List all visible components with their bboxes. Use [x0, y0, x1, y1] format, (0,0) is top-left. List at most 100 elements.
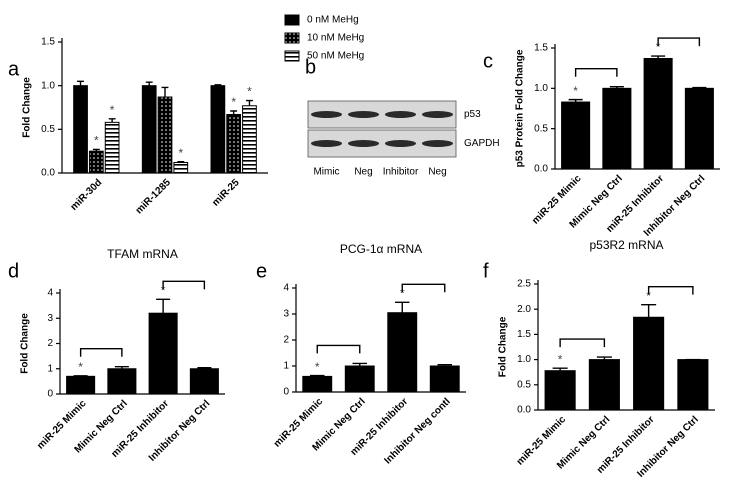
x-tick-label: miR-30d [69, 177, 105, 213]
bar [66, 375, 96, 395]
legend-label: 10 nM MeHg [307, 33, 364, 44]
y-tick-label: 1 [47, 363, 53, 374]
blot-band [384, 140, 417, 147]
blot-lane-label: Mimic [313, 167, 339, 178]
error-bar [77, 80, 84, 86]
error-bar [197, 367, 212, 369]
error-bar [214, 84, 222, 86]
panel-letter: d [8, 260, 19, 282]
error-bar [145, 81, 153, 86]
y-axis-label: Fold Change [20, 313, 31, 374]
error-bar [114, 366, 129, 369]
significance-star: * [78, 360, 83, 374]
error-bar [92, 148, 100, 152]
significance-star: * [94, 134, 99, 148]
panel-letter: a [8, 58, 20, 80]
bar [684, 87, 714, 170]
y-tick-label: 2 [47, 338, 53, 349]
significance-star: * [315, 360, 320, 374]
blot-lane-label: Neg [428, 167, 446, 178]
y-tick-label: 0.0 [41, 168, 55, 179]
bar [157, 96, 173, 174]
blot-band [421, 140, 454, 147]
comparison-bracket [574, 68, 618, 77]
y-tick-label: 0 [47, 389, 53, 400]
y-tick-label: 1.0 [41, 80, 55, 91]
bar [344, 365, 375, 393]
y-axis-label: Fold Change [498, 316, 509, 377]
bar [173, 162, 189, 174]
y-tick-label: 1.0 [517, 354, 531, 365]
significance-star: * [646, 289, 651, 303]
legend-label: 0 nM MeHg [307, 15, 359, 26]
blot-lane-label: Neg [354, 167, 372, 178]
blot-band [347, 140, 380, 147]
error-bar [641, 303, 657, 318]
y-tick-label: 3 [47, 313, 53, 324]
blot-band [310, 111, 343, 118]
panel-letter: e [256, 260, 267, 282]
y-tick-label: 4 [47, 288, 53, 299]
significance-star: * [400, 286, 405, 300]
significance-star: * [656, 40, 661, 54]
y-tick-label: 0.5 [534, 123, 548, 134]
panel-letter: b [305, 56, 316, 78]
y-tick-label: 1.0 [534, 83, 548, 94]
significance-star: * [231, 95, 236, 109]
error-bar [692, 86, 707, 89]
chart-title: PCG-1α mRNA [340, 242, 422, 256]
panel-letter: f [483, 260, 489, 282]
comparison-bracket [401, 283, 446, 293]
error-bar [108, 118, 116, 123]
bar [643, 57, 673, 170]
bar [141, 85, 157, 174]
y-tick-label: 2.0 [517, 304, 531, 315]
error-bar [230, 110, 238, 115]
significance-star: * [178, 146, 183, 160]
bar [189, 368, 219, 395]
y-axis-label: p53 Protein Fold Change [515, 49, 526, 167]
y-tick-label: 2.5 [517, 279, 531, 290]
y-axis-label: Fold Change [22, 77, 33, 138]
error-bar [651, 55, 666, 59]
blot-row-label: p53 [464, 109, 481, 120]
bar [387, 312, 418, 393]
bar [104, 121, 120, 174]
blot-band [421, 111, 454, 118]
bar [148, 312, 178, 395]
legend-swatch [284, 14, 300, 26]
y-tick-label: 1.5 [41, 37, 55, 48]
y-tick-label: 0.0 [517, 405, 531, 416]
y-tick-label: 1.5 [517, 329, 531, 340]
error-bar [73, 375, 88, 377]
chart-title: p53R2 mRNA [589, 238, 663, 252]
bar [73, 85, 88, 174]
significance-star: * [247, 85, 252, 99]
x-tick-label: miR-1285 [134, 177, 174, 217]
bar [107, 368, 137, 395]
y-tick-label: 2 [283, 335, 289, 346]
x-tick-label: miR-25 [210, 177, 242, 209]
significance-star: * [161, 283, 166, 297]
error-bar [395, 301, 410, 313]
bar [88, 150, 104, 174]
panel-letter: c [483, 50, 493, 72]
blot-band [384, 111, 417, 118]
bar [242, 105, 257, 174]
comparison-bracket [559, 338, 606, 348]
error-bar [246, 99, 253, 106]
legend-swatch [284, 50, 300, 62]
error-bar [609, 86, 624, 89]
bar [210, 85, 226, 174]
error-bar [161, 86, 169, 98]
comparison-bracket [79, 348, 123, 357]
comparison-bracket [162, 280, 206, 290]
significance-star: * [558, 352, 563, 366]
y-tick-label: 4 [283, 283, 289, 294]
error-bar [310, 374, 325, 377]
bar [302, 375, 333, 393]
error-bar [596, 356, 612, 360]
bar [226, 113, 242, 174]
bar [544, 370, 576, 411]
